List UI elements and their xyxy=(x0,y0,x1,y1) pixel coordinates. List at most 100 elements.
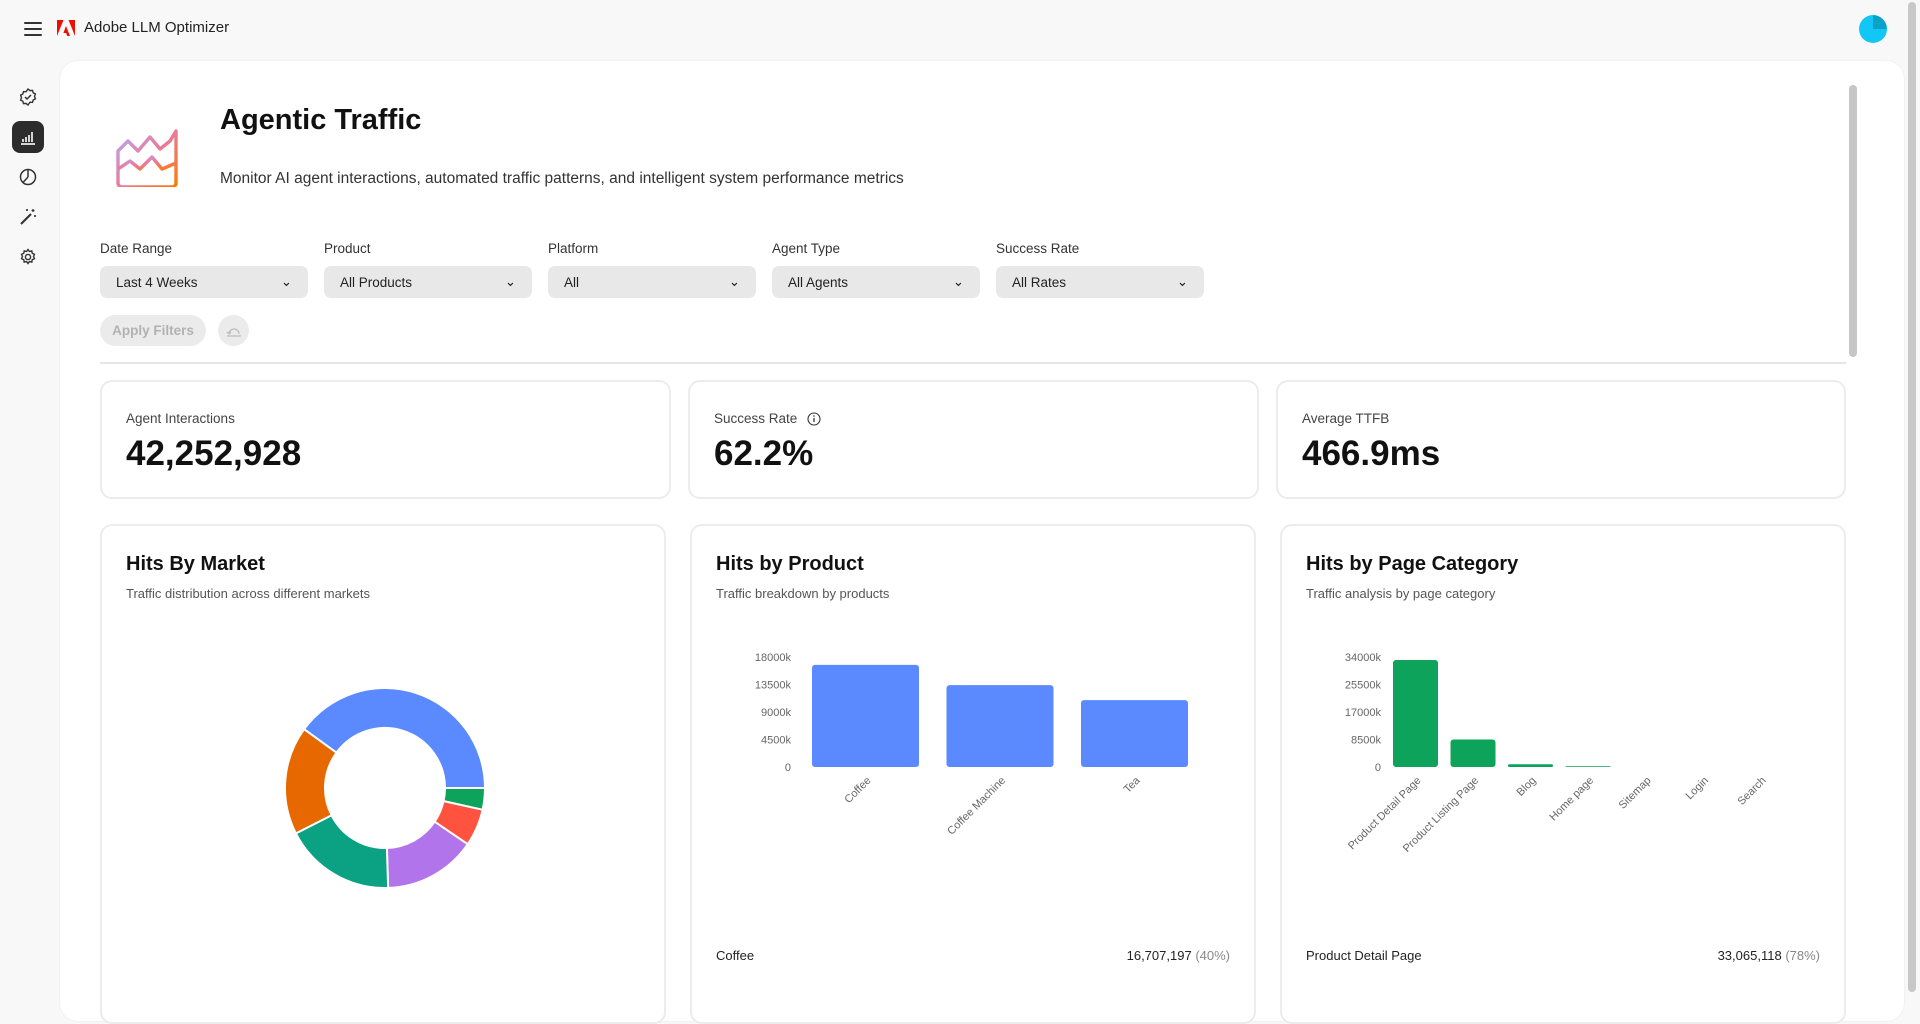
kpi-value: 62.2% xyxy=(714,434,814,473)
y-tick-label: 8500k xyxy=(1351,735,1381,747)
hits-by-product-card: Hits by Product Traffic breakdown by pro… xyxy=(690,524,1256,1024)
donut-slice xyxy=(302,687,487,789)
list-item: Product Detail Page 33,065,118 (78%) xyxy=(1306,948,1820,963)
card-subtitle: Traffic breakdown by products xyxy=(716,586,890,601)
bar xyxy=(1081,700,1188,767)
y-tick-label: 34000k xyxy=(1345,652,1382,664)
filter-label: Date Range xyxy=(100,241,173,256)
adobe-logo-icon xyxy=(57,20,75,36)
y-tick-label: 13500k xyxy=(755,680,792,692)
row-percent: (40%) xyxy=(1195,948,1230,963)
card-subtitle: Traffic analysis by page category xyxy=(1306,586,1496,601)
sidebar-item-insights[interactable] xyxy=(12,161,44,193)
hits-by-market-card: Hits By Market Traffic distribution acro… xyxy=(100,524,666,1024)
row-label: Product Detail Page xyxy=(1306,948,1422,963)
x-tick-label: Coffee xyxy=(842,775,873,806)
agentic-traffic-icon xyxy=(116,129,178,187)
success-rate-select[interactable]: All Rates ⌄ xyxy=(996,266,1204,298)
filter-label: Agent Type xyxy=(772,241,841,256)
chevron-down-icon: ⌄ xyxy=(1176,274,1188,289)
x-tick-label: Home page xyxy=(1547,775,1596,824)
kpi-value: 42,252,928 xyxy=(126,434,302,473)
y-tick-label: 17000k xyxy=(1345,707,1382,719)
chevron-down-icon: ⌄ xyxy=(504,274,516,289)
select-value: Last 4 Weeks xyxy=(116,274,198,290)
date-range-select[interactable]: Last 4 Weeks ⌄ xyxy=(100,266,308,298)
top-bar xyxy=(0,0,1920,58)
card-title: Hits by Page Category xyxy=(1306,553,1519,575)
card-title: Hits by Product xyxy=(716,553,864,575)
hits-by-page-category-card: Hits by Page Category Traffic analysis b… xyxy=(1280,524,1846,1024)
sidebar-item-settings[interactable] xyxy=(12,241,44,273)
agent-type-select[interactable]: All Agents ⌄ xyxy=(772,266,980,298)
filter-label: Platform xyxy=(548,241,599,256)
kpi-card-success-rate: Success Rate 62.2% xyxy=(688,380,1259,499)
reset-filters-button[interactable] xyxy=(218,315,249,346)
row-percent: (78%) xyxy=(1785,948,1820,963)
content-scrollbar[interactable] xyxy=(1849,85,1857,357)
card-title: Hits By Market xyxy=(126,553,265,575)
kpi-label: Average TTFB xyxy=(1302,411,1390,426)
row-label: Coffee xyxy=(716,948,755,963)
y-tick-label: 0 xyxy=(1375,762,1381,774)
kpi-card-average-ttfb: Average TTFB 466.9ms xyxy=(1276,380,1846,499)
chevron-down-icon: ⌄ xyxy=(280,274,292,289)
menu-icon[interactable] xyxy=(22,18,44,40)
bar xyxy=(1393,660,1438,767)
x-tick-label: Search xyxy=(1735,775,1768,808)
y-tick-label: 4500k xyxy=(761,735,791,747)
bar xyxy=(946,685,1054,767)
chevron-down-icon: ⌄ xyxy=(952,274,964,289)
select-value: All Products xyxy=(340,274,413,290)
x-tick-label: Tea xyxy=(1122,774,1144,796)
select-value: All xyxy=(564,274,580,290)
row-value: 33,065,118 xyxy=(1717,948,1782,963)
page-scrollbar[interactable] xyxy=(1908,2,1916,992)
card-subtitle: Traffic distribution across different ma… xyxy=(126,586,370,601)
sidebar-item-opportunities[interactable] xyxy=(12,81,44,113)
product-bar-chart: 0 4500k 9000k 13500k 18000k Coffee Coffee Mach… xyxy=(755,652,1188,838)
kpi-value: 466.9ms xyxy=(1302,434,1441,473)
kpi-label: Agent Interactions xyxy=(126,411,235,426)
pie-chart-icon xyxy=(19,168,37,186)
bar xyxy=(1450,739,1496,767)
x-tick-label: Coffee Machine xyxy=(945,775,1008,838)
select-value: All Agents xyxy=(788,274,849,290)
donut-slice xyxy=(284,727,338,835)
market-donut-chart xyxy=(284,687,487,889)
reset-icon xyxy=(226,327,241,337)
product-select[interactable]: All Products ⌄ xyxy=(324,266,532,298)
select-value: All Rates xyxy=(1012,274,1067,290)
x-tick-label: Blog xyxy=(1515,775,1539,799)
divider xyxy=(100,362,1846,364)
page-title: Agentic Traffic xyxy=(220,104,422,136)
sidebar-item-agentic-traffic[interactable] xyxy=(12,121,44,153)
x-tick-label: Login xyxy=(1684,775,1712,803)
y-tick-label: 9000k xyxy=(761,707,791,719)
kpi-label: Success Rate xyxy=(714,411,798,426)
bar xyxy=(1565,766,1611,767)
gear-icon xyxy=(20,248,36,265)
row-value: 16,707,197 xyxy=(1126,948,1192,963)
magic-wand-icon xyxy=(20,209,36,225)
app-title: Adobe LLM Optimizer xyxy=(84,19,230,36)
page-subtitle: Monitor AI agent interactions, automated… xyxy=(220,170,904,187)
chevron-down-icon: ⌄ xyxy=(728,274,740,289)
platform-select[interactable]: All ⌄ xyxy=(548,266,756,298)
filter-label: Success Rate xyxy=(996,241,1080,256)
bar xyxy=(812,664,919,767)
y-tick-label: 18000k xyxy=(755,652,792,664)
y-tick-label: 25500k xyxy=(1345,680,1382,692)
badge-check-icon xyxy=(19,87,37,107)
kpi-card-agent-interactions: Agent Interactions 42,252,928 xyxy=(100,380,671,499)
info-icon[interactable] xyxy=(807,411,821,426)
apply-filters-button[interactable]: Apply Filters xyxy=(100,315,206,346)
bar-chart-icon xyxy=(21,132,35,145)
user-avatar[interactable] xyxy=(1859,15,1887,43)
list-item: Coffee 16,707,197 (40%) xyxy=(716,948,1230,963)
x-tick-label: Sitemap xyxy=(1617,775,1654,812)
bar xyxy=(1508,764,1553,767)
sidebar-item-optimize[interactable] xyxy=(12,201,44,233)
filter-label: Product xyxy=(324,241,371,256)
